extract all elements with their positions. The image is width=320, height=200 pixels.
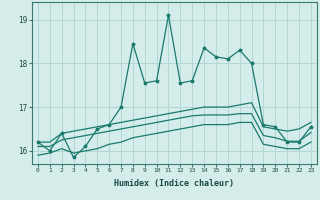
X-axis label: Humidex (Indice chaleur): Humidex (Indice chaleur)	[115, 179, 234, 188]
